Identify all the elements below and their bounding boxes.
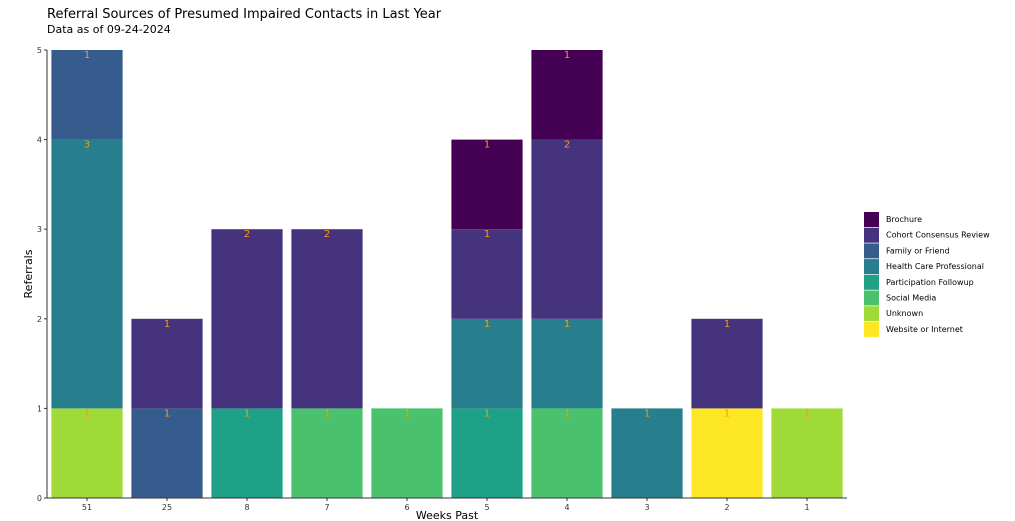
x-tick-label: 1 <box>804 503 809 512</box>
bar-segment <box>771 408 843 498</box>
data-label: 1 <box>644 408 650 419</box>
data-label: 1 <box>324 408 330 419</box>
legend: Brochure Cohort Consensus Review Family or… <box>864 212 990 337</box>
x-tick-label: 7 <box>324 503 329 512</box>
bar-segment <box>211 408 283 498</box>
bar-segment <box>531 408 603 498</box>
data-label: 1 <box>164 408 170 419</box>
x-tick-label: 4 <box>564 503 569 512</box>
y-ticks: 0 1 2 3 4 5 <box>37 46 47 503</box>
legend-swatch <box>864 243 879 259</box>
data-label: 1 <box>484 229 490 240</box>
data-label: 1 <box>84 408 90 419</box>
bar-segment <box>691 408 763 498</box>
data-label: 1 <box>244 408 250 419</box>
data-label: 1 <box>484 140 490 151</box>
data-label: 3 <box>84 140 90 151</box>
bar-segment <box>131 408 203 498</box>
legend-swatch <box>864 290 879 306</box>
data-label: 1 <box>484 408 490 419</box>
axes <box>46 50 847 499</box>
data-label: 2 <box>564 140 570 151</box>
data-label: 1 <box>724 319 730 330</box>
bars <box>51 50 843 498</box>
bar-segment <box>51 408 123 498</box>
bar-segment <box>611 408 683 498</box>
legend-swatch <box>864 306 879 322</box>
legend-label: Unknown <box>886 309 923 318</box>
chart-subtitle: Data as of 09-24-2024 <box>47 23 171 36</box>
data-label: 1 <box>724 408 730 419</box>
data-label: 1 <box>404 408 410 419</box>
chart-title: Referral Sources of Presumed Impaired Co… <box>47 7 442 22</box>
data-label: 1 <box>484 319 490 330</box>
legend-swatch <box>864 212 879 227</box>
x-tick-label: 8 <box>244 503 249 512</box>
bar-segment <box>51 139 123 409</box>
legend-swatch <box>864 259 879 275</box>
legend-swatch <box>864 321 879 337</box>
legend-label: Participation Followup <box>886 278 974 287</box>
legend-label: Cohort Consensus Review <box>886 231 990 240</box>
x-ticks: 51 25 8 7 6 5 4 3 2 1 <box>82 498 810 512</box>
y-tick-label: 2 <box>37 315 42 324</box>
bar-segment <box>451 318 523 409</box>
y-axis-title: Referrals <box>22 249 35 298</box>
data-label: 1 <box>564 319 570 330</box>
bar-segment <box>531 139 603 319</box>
bar-segment <box>451 139 523 230</box>
x-tick-label: 6 <box>404 503 409 512</box>
y-tick-label: 1 <box>37 404 42 413</box>
bar-segment <box>451 229 523 319</box>
bar-segment <box>371 408 443 498</box>
data-label: 1 <box>164 319 170 330</box>
y-tick-label: 0 <box>37 494 42 503</box>
legend-swatch <box>864 274 879 290</box>
bar-segment <box>131 318 203 409</box>
data-label: 2 <box>244 229 250 240</box>
bar-segment <box>451 408 523 498</box>
x-tick-label: 51 <box>82 503 92 512</box>
legend-label: Health Care Professional <box>886 262 984 271</box>
data-label: 1 <box>564 50 570 61</box>
bar-segment <box>291 408 363 498</box>
data-label: 2 <box>324 229 330 240</box>
bar-segment <box>291 229 363 409</box>
y-tick-label: 4 <box>37 136 42 145</box>
legend-label: Family or Friend <box>886 246 950 255</box>
x-tick-label: 25 <box>162 503 172 512</box>
y-tick-label: 3 <box>37 225 42 234</box>
data-label: 1 <box>564 408 570 419</box>
data-labels: 1 3 1 1 1 1 2 1 2 1 1 1 1 1 1 1 2 1 1 1 1 1 <box>84 50 810 419</box>
legend-label: Website or Internet <box>886 325 963 334</box>
data-label: 1 <box>804 408 810 419</box>
bar-segment <box>531 50 603 140</box>
x-tick-label: 2 <box>724 503 729 512</box>
x-axis-title: Weeks Past <box>416 509 479 521</box>
y-tick-label: 5 <box>37 46 42 55</box>
legend-swatch <box>864 227 879 243</box>
bar-segment <box>691 318 763 409</box>
bar-segment <box>211 229 283 409</box>
bar-segment <box>51 50 123 140</box>
bar-segment <box>531 318 603 409</box>
legend-label: Social Media <box>886 294 936 303</box>
x-tick-label: 3 <box>644 503 649 512</box>
legend-label: Brochure <box>886 215 922 224</box>
x-tick-label: 5 <box>484 503 489 512</box>
data-label: 1 <box>84 50 90 61</box>
